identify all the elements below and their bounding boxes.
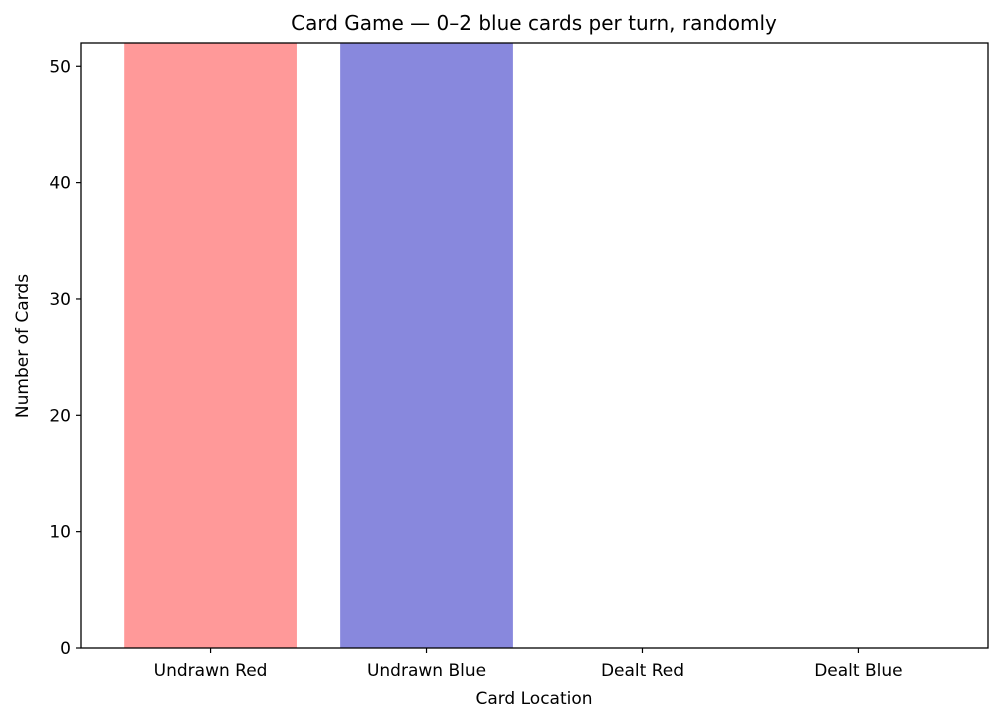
y-tick-label: 20 xyxy=(49,406,71,426)
plot-frame xyxy=(80,42,989,649)
y-tick-label: 40 xyxy=(49,174,71,194)
y-tick-label: 0 xyxy=(60,639,71,659)
y-tick-label: 50 xyxy=(49,57,71,77)
bar-undrawn-blue xyxy=(340,43,513,648)
y-tick-label: 30 xyxy=(49,290,71,310)
x-tick-label: Undrawn Red xyxy=(154,661,268,681)
x-tick-label: Undrawn Blue xyxy=(367,661,486,681)
bar-undrawn-red xyxy=(124,43,297,648)
x-tick-label: Dealt Red xyxy=(601,661,684,681)
x-axis-label: Card Location xyxy=(475,689,592,709)
y-axis-label: Number of Cards xyxy=(13,274,33,418)
x-tick-label: Dealt Blue xyxy=(814,661,902,681)
y-tick-label: 10 xyxy=(49,523,71,543)
chart-title: Card Game — 0–2 blue cards per turn, ran… xyxy=(291,11,777,35)
